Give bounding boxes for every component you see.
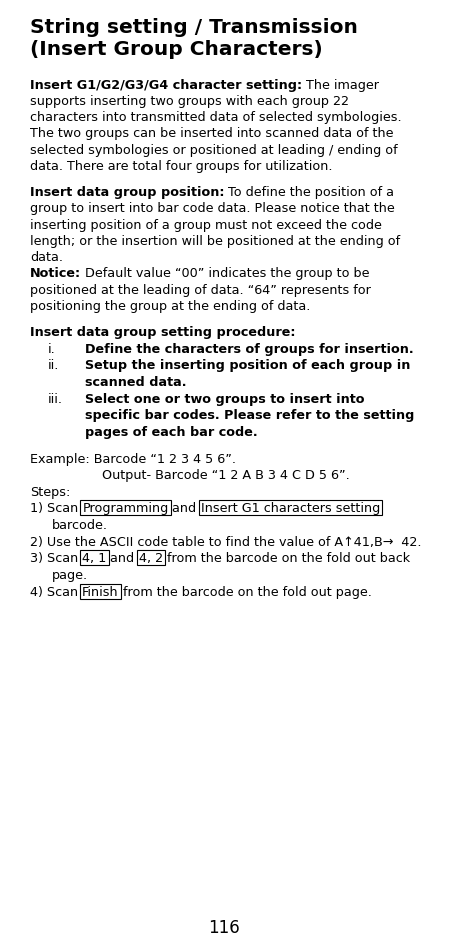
Bar — [80, 584, 121, 599]
Text: Output- Barcode “1 2 A B 3 4 C D 5 6”.: Output- Barcode “1 2 A B 3 4 C D 5 6”. — [102, 469, 350, 482]
Text: Insert G1/G2/G3/G4 character setting:: Insert G1/G2/G3/G4 character setting: — [30, 79, 302, 92]
Text: i.: i. — [48, 343, 56, 356]
Text: positioning the group at the ending of data.: positioning the group at the ending of d… — [30, 300, 310, 313]
Text: 4, 1: 4, 1 — [82, 552, 106, 564]
Text: pages of each bar code.: pages of each bar code. — [85, 426, 258, 438]
Text: String setting / Transmission: String setting / Transmission — [30, 18, 358, 37]
Text: To define the position of a: To define the position of a — [229, 186, 395, 198]
Text: Example: Barcode “1 2 3 4 5 6”.: Example: Barcode “1 2 3 4 5 6”. — [30, 452, 236, 465]
Text: from the barcode on the fold out page.: from the barcode on the fold out page. — [119, 585, 372, 598]
Text: The imager: The imager — [306, 79, 379, 92]
Text: Programming: Programming — [82, 502, 168, 515]
Text: (Insert Group Characters): (Insert Group Characters) — [30, 40, 323, 59]
Text: group to insert into bar code data. Please notice that the: group to insert into bar code data. Plea… — [30, 202, 395, 215]
Text: 4, 2: 4, 2 — [139, 552, 163, 564]
Text: 116: 116 — [209, 918, 240, 936]
Text: 3) Scan: 3) Scan — [30, 552, 82, 564]
Text: length; or the insertion will be positioned at the ending of: length; or the insertion will be positio… — [30, 235, 400, 247]
Text: iii.: iii. — [48, 392, 63, 405]
Text: Setup the inserting position of each group in: Setup the inserting position of each gro… — [85, 359, 410, 372]
Text: 4) Scan: 4) Scan — [30, 585, 82, 598]
Text: positioned at the leading of data. “64” represents for: positioned at the leading of data. “64” … — [30, 284, 371, 297]
Text: Notice:: Notice: — [30, 267, 81, 280]
Text: Steps:: Steps: — [30, 485, 70, 498]
Text: data.: data. — [30, 251, 63, 264]
Bar — [136, 550, 165, 565]
Text: scanned data.: scanned data. — [85, 375, 186, 388]
Text: supports inserting two groups with each group 22: supports inserting two groups with each … — [30, 95, 349, 108]
Text: page.: page. — [52, 568, 88, 581]
Text: ii.: ii. — [48, 359, 59, 372]
Text: selected symbologies or positioned at leading / ending of: selected symbologies or positioned at le… — [30, 143, 398, 156]
Bar — [80, 550, 109, 565]
Text: from the barcode on the fold out back: from the barcode on the fold out back — [163, 552, 410, 564]
Text: The two groups can be inserted into scanned data of the: The two groups can be inserted into scan… — [30, 127, 393, 140]
Text: barcode.: barcode. — [52, 519, 108, 532]
Bar — [198, 501, 382, 516]
Text: Select one or two groups to insert into: Select one or two groups to insert into — [85, 392, 365, 405]
Text: inserting position of a group must not exceed the code: inserting position of a group must not e… — [30, 218, 382, 231]
Text: Define the characters of groups for insertion.: Define the characters of groups for inse… — [85, 343, 414, 356]
Text: 1) Scan: 1) Scan — [30, 502, 82, 515]
Text: Insert data group setting procedure:: Insert data group setting procedure: — [30, 326, 295, 339]
Text: data. There are total four groups for utilization.: data. There are total four groups for ut… — [30, 160, 333, 172]
Text: Insert G1 characters setting: Insert G1 characters setting — [201, 502, 380, 515]
Text: specific bar codes. Please refer to the setting: specific bar codes. Please refer to the … — [85, 409, 414, 422]
Text: Insert data group position:: Insert data group position: — [30, 186, 224, 198]
Text: Default value “00” indicates the group to be: Default value “00” indicates the group t… — [85, 267, 370, 280]
Text: and: and — [106, 552, 139, 564]
Text: and: and — [168, 502, 201, 515]
Bar — [80, 501, 171, 516]
Text: Finish: Finish — [82, 585, 119, 598]
Text: characters into transmitted data of selected symbologies.: characters into transmitted data of sele… — [30, 111, 401, 124]
Text: 2) Use the ASCII code table to find the value of A↑41,B→  42.: 2) Use the ASCII code table to find the … — [30, 535, 422, 548]
